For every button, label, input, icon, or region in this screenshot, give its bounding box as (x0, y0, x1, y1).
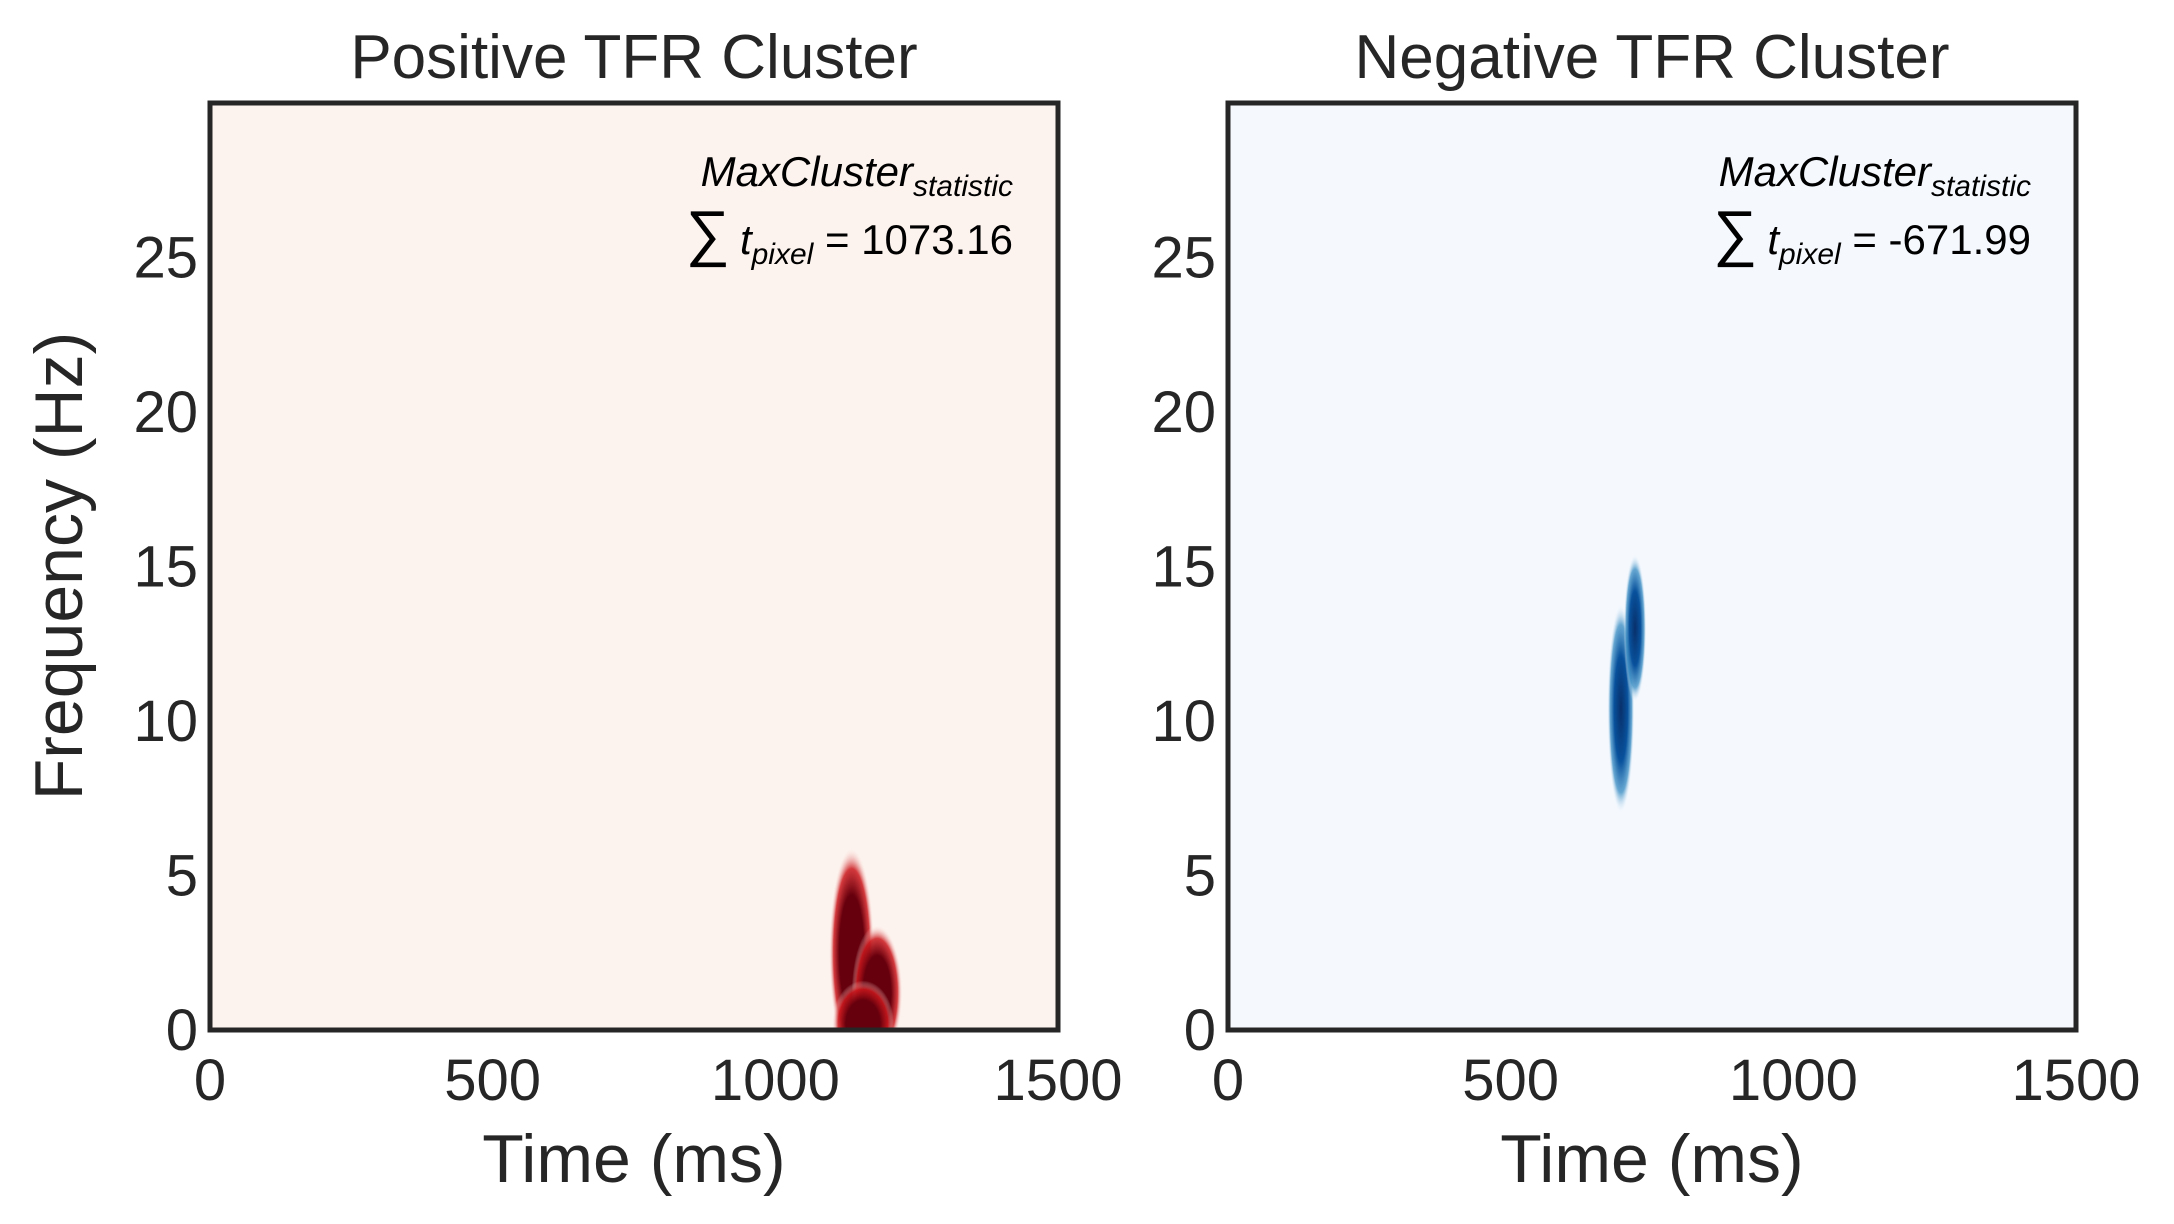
negative-x-tick-label: 0 (1212, 1048, 1244, 1113)
positive-x-ticks: 0 500 1000 1500 (194, 1048, 1123, 1113)
positive-y-ticks: 0 5 10 15 20 25 (133, 226, 198, 1064)
negative-x-ticks: 0 500 1000 1500 (1212, 1048, 2141, 1113)
positive-y-tick-label: 25 (133, 226, 198, 291)
positive-x-tick-label: 1500 (993, 1048, 1122, 1113)
negative-x-tick-label: 1000 (1729, 1048, 1858, 1113)
negative-cluster-upper (1623, 554, 1647, 703)
negative-x-tick-label: 500 (1462, 1048, 1559, 1113)
positive-x-tick-label: 1000 (711, 1048, 840, 1113)
negative-annotation: MaxClusterstatistic ∑ tpixel = -671.99 (1713, 148, 2031, 271)
negative-y-tick-label: 5 (1184, 844, 1216, 909)
negative-y-tick-label: 10 (1151, 689, 1216, 754)
negative-cluster-panel: Negative TFR Cluster Time (ms) 0 500 1000 1… (1151, 23, 2140, 1197)
positive-x-tick-label: 0 (194, 1048, 226, 1113)
positive-y-tick-label: 5 (166, 844, 198, 909)
positive-y-tick-label: 0 (166, 998, 198, 1063)
positive-cluster-blob (829, 847, 903, 1030)
y-axis-label: Frequency (Hz) (21, 332, 97, 801)
positive-heatmap-background (210, 103, 1058, 1030)
negative-chart-title: Negative TFR Cluster (1355, 23, 1950, 92)
positive-cluster-base (831, 980, 895, 1030)
positive-x-tick-label: 500 (444, 1048, 541, 1113)
negative-x-axis-label: Time (ms) (1500, 1121, 1803, 1197)
positive-annotation-line2: ∑ tpixel = 1073.16 (686, 199, 1013, 271)
negative-y-ticks: 0 5 10 15 20 25 (1151, 226, 1216, 1064)
positive-annotation: MaxClusterstatistic ∑ tpixel = 1073.16 (686, 148, 1013, 271)
negative-cluster-blob (1607, 554, 1647, 814)
positive-y-tick-label: 20 (133, 380, 198, 445)
positive-cluster-panel: Positive TFR Cluster Time (ms) Frequency… (21, 23, 1123, 1197)
positive-axes-frame (207, 100, 1061, 1033)
negative-y-tick-label: 20 (1151, 380, 1216, 445)
positive-chart-title: Positive TFR Cluster (350, 23, 917, 92)
negative-y-tick-label: 0 (1184, 998, 1216, 1063)
positive-x-axis-label: Time (ms) (482, 1121, 785, 1197)
negative-heatmap-background (1228, 103, 2076, 1030)
negative-annotation-line2: ∑ tpixel = -671.99 (1713, 199, 2031, 271)
negative-x-tick-label: 1500 (2011, 1048, 2140, 1113)
negative-y-tick-label: 15 (1151, 535, 1216, 600)
negative-y-tick-label: 25 (1151, 226, 1216, 291)
negative-axes-frame (1225, 100, 2079, 1033)
negative-annotation-line1: MaxClusterstatistic (1719, 148, 2031, 203)
positive-y-tick-label: 10 (133, 689, 198, 754)
positive-y-tick-label: 15 (133, 535, 198, 600)
positive-annotation-line1: MaxClusterstatistic (701, 148, 1013, 203)
